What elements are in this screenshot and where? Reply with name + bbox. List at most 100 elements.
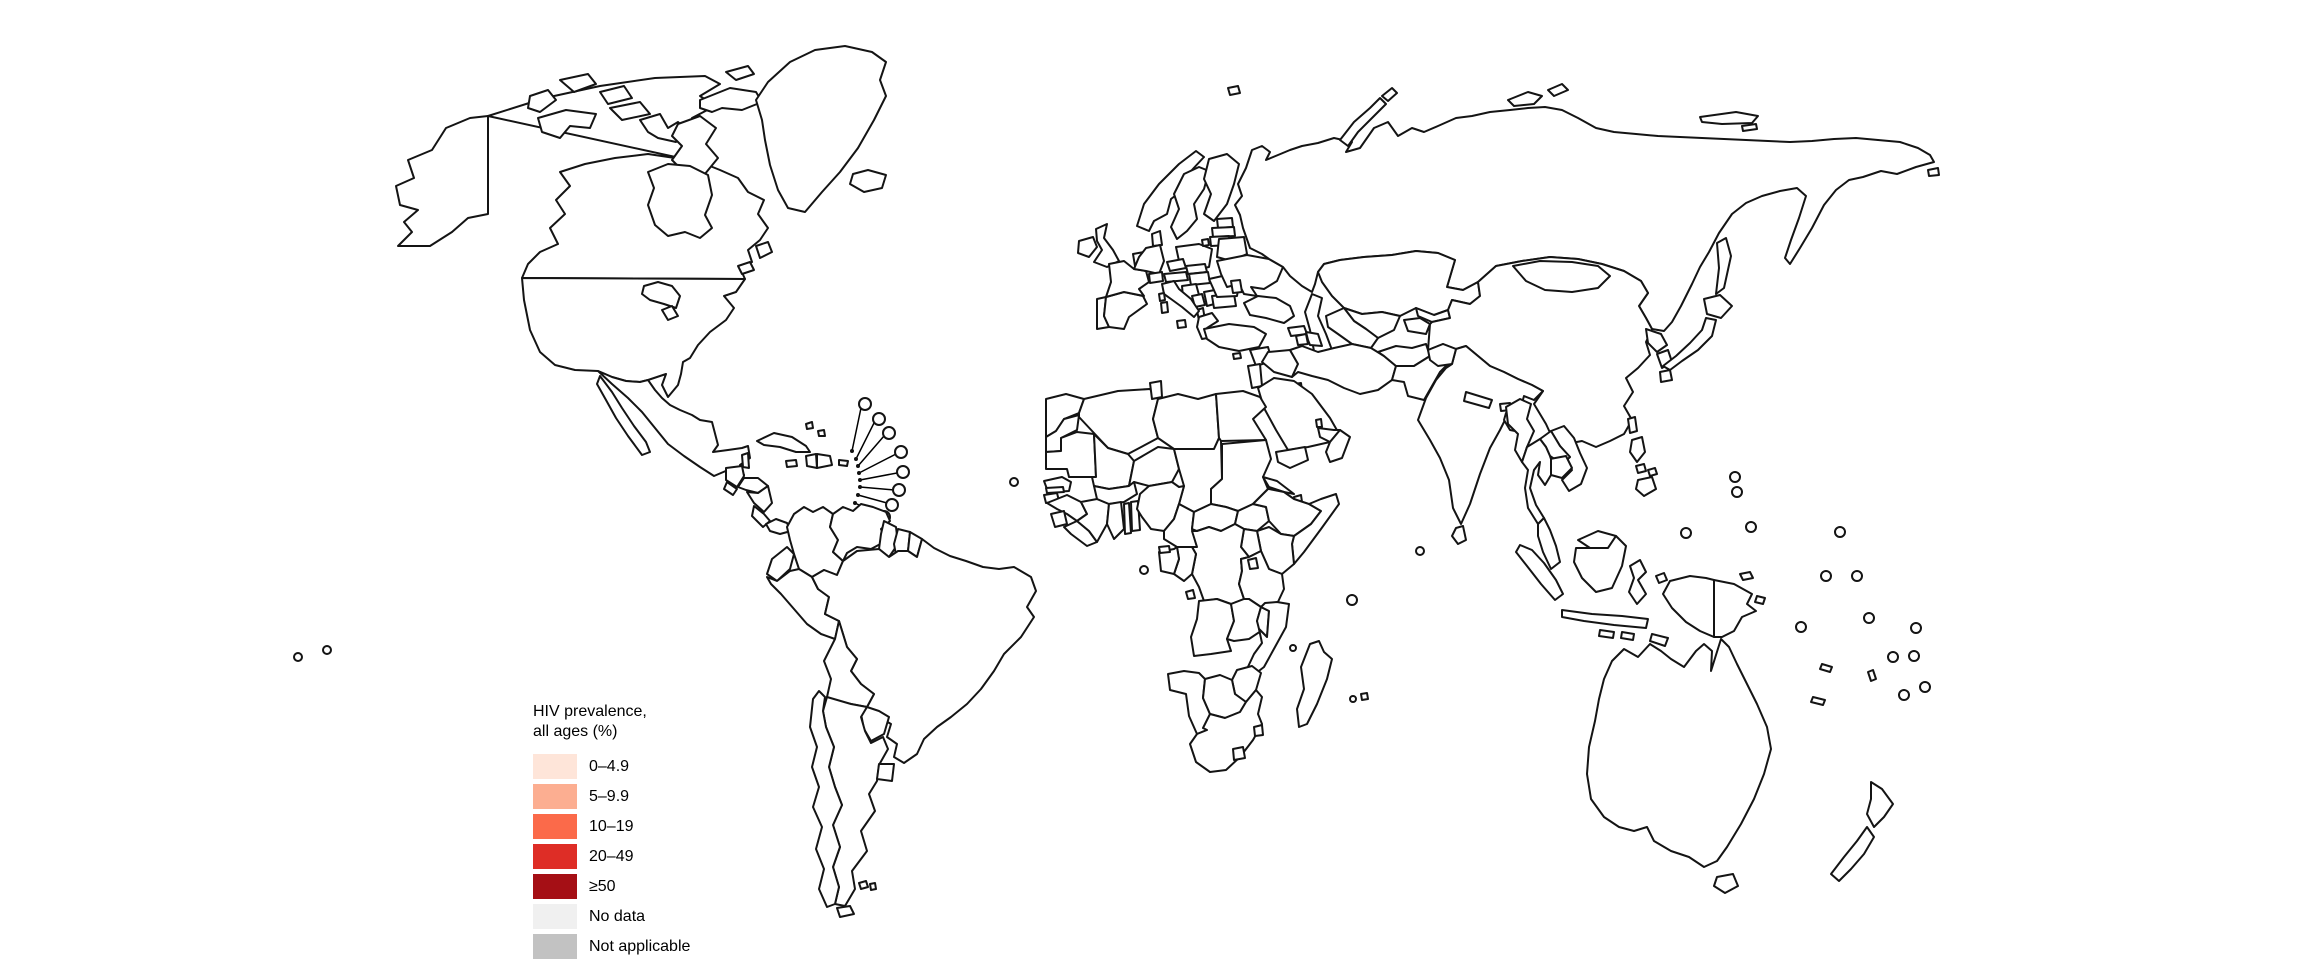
- country-philippines-visayas-2: [1647, 467, 1658, 477]
- antilles-leader-line: [859, 472, 898, 481]
- country-austria: [1163, 271, 1189, 283]
- country-oman: [1325, 429, 1351, 463]
- country-germany: [1133, 244, 1165, 275]
- country-canada-novascotia: [737, 261, 755, 275]
- legend-label: 0–4.9: [589, 757, 630, 775]
- antilles-anchor: [853, 501, 857, 505]
- country-haiti: [805, 453, 818, 469]
- country-denmark: [1151, 230, 1163, 247]
- country-antilles-3: [882, 426, 896, 440]
- country-indonesia-lesser-sunda: [1598, 629, 1615, 639]
- country-norway-arctic-isle: [1227, 85, 1241, 96]
- country-uk: [1093, 223, 1120, 268]
- country-mexico: [597, 370, 751, 477]
- country-australia: [1586, 638, 1772, 868]
- country-philippines-visayas: [1635, 463, 1647, 474]
- antilles-leader-line: [857, 494, 888, 504]
- country-usa-alaska: [395, 115, 489, 247]
- country-greenland: [755, 45, 887, 213]
- legend-label: ≥50: [589, 877, 616, 895]
- country-indonesia-sumatra: [1515, 544, 1564, 601]
- country-antilles-7: [885, 498, 899, 512]
- pacific-island: [1898, 689, 1910, 701]
- country-nepal: [1463, 391, 1493, 409]
- lake-victoria: [1247, 557, 1259, 570]
- country-bahamas-2: [817, 429, 826, 437]
- country-cape-verde: [1009, 477, 1019, 487]
- country-png: [1713, 579, 1757, 638]
- country-russia-sakhalin: [1715, 237, 1732, 295]
- country-russia-severnaya-2: [1547, 83, 1569, 97]
- country-indonesia-lesser-sunda-2: [1620, 631, 1635, 641]
- legend-swatch-not-applicable: [533, 934, 577, 959]
- country-russia-bering-isle: [1927, 167, 1940, 177]
- country-angola: [1190, 598, 1235, 657]
- pacific-island: [1887, 651, 1899, 663]
- legend-row: No data: [533, 904, 690, 929]
- country-madagascar: [1296, 640, 1333, 728]
- antilles-anchor: [856, 464, 860, 468]
- country-italy: [1161, 280, 1200, 318]
- country-bahamas-1: [805, 421, 814, 430]
- country-seychelles: [1346, 594, 1358, 606]
- antilles-leader-line: [858, 453, 897, 474]
- country-uruguay: [876, 763, 895, 782]
- country-cyprus: [1232, 352, 1242, 360]
- country-mauritius: [1360, 692, 1369, 701]
- country-russia-wrangel: [1699, 111, 1759, 125]
- legend-swatch-20-49: [533, 844, 577, 869]
- country-indonesia-west-papua: [1662, 575, 1715, 638]
- legend-row: 20–49: [533, 844, 690, 869]
- country-canada-newfoundland: [755, 241, 773, 259]
- country-indonesia-java: [1561, 609, 1649, 629]
- pacific-island: [1820, 570, 1832, 582]
- legend-swatch-5-9: [533, 784, 577, 809]
- legend-label: Not applicable: [589, 937, 691, 955]
- country-canada-isles-a: [559, 73, 597, 93]
- country-philippines-mindanao: [1635, 476, 1657, 497]
- country-gambia: [1045, 486, 1065, 494]
- country-somalia: [1291, 493, 1340, 565]
- pacific-island: [1795, 621, 1807, 633]
- legend-label: 5–9.9: [589, 787, 630, 805]
- country-armenia: [1295, 333, 1309, 346]
- country-russia-novaya-zemlya: [1339, 97, 1387, 147]
- legend-swatch-10-19: [533, 814, 577, 839]
- country-australia-tasmania: [1713, 873, 1739, 894]
- country-tierra-del-fuego: [836, 905, 855, 918]
- country-solomon: [1819, 663, 1833, 673]
- country-russia-kaliningrad: [1201, 238, 1210, 247]
- country-iceland: [849, 169, 887, 193]
- country-canada-isles-b: [599, 85, 633, 105]
- country-qatar: [1315, 418, 1323, 428]
- country-canada-ellesmere: [699, 87, 763, 113]
- great-lakes: [641, 281, 681, 309]
- country-canada-arctic-small: [725, 65, 755, 81]
- antilles-anchor: [857, 471, 861, 475]
- country-antilles-5: [896, 465, 910, 479]
- antilles-anchor: [858, 478, 862, 482]
- country-burkina-faso: [1093, 481, 1138, 505]
- country-philippines-luzon: [1629, 436, 1646, 463]
- black-sea: [1243, 295, 1295, 324]
- country-timor-leste: [1649, 633, 1669, 647]
- country-sri-lanka: [1451, 525, 1467, 545]
- country-png-islands: [1739, 571, 1754, 581]
- country-latvia: [1211, 226, 1236, 238]
- country-yemen: [1275, 446, 1309, 469]
- country-cuba: [756, 432, 811, 453]
- country-turkmenistan: [1325, 307, 1379, 349]
- pacific-island: [1910, 622, 1922, 634]
- lake-ontario: [661, 305, 679, 321]
- antilles-anchor: [858, 485, 862, 489]
- pacific-island: [322, 645, 332, 655]
- country-puerto-rico: [838, 459, 849, 467]
- country-sierra-leone: [1050, 510, 1068, 528]
- country-libya: [1152, 393, 1220, 450]
- legend-swatch-50plus: [533, 874, 577, 899]
- country-tunisia: [1149, 380, 1163, 400]
- country-turkey: [1203, 323, 1267, 352]
- country-india: [1417, 345, 1544, 525]
- country-taiwan: [1627, 416, 1638, 434]
